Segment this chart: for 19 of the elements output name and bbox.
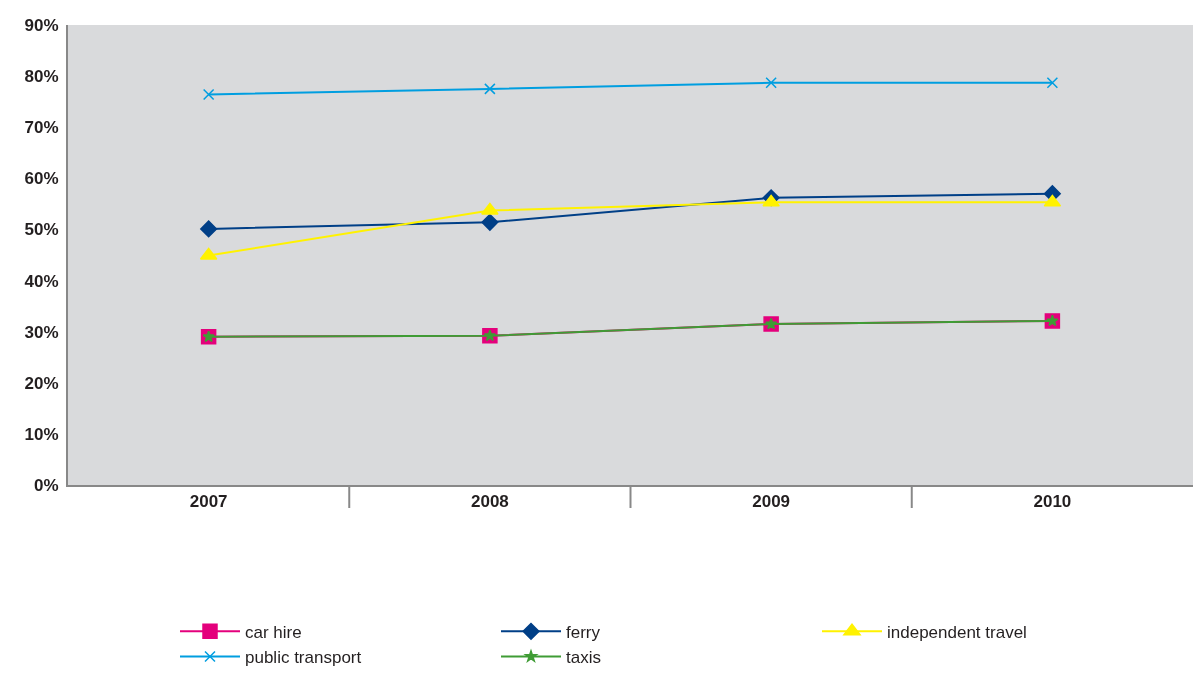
x-tick-label: 2009 — [752, 492, 791, 512]
y-tick-label: 50% — [24, 220, 59, 240]
legend-label: car hire — [245, 622, 302, 642]
y-tick-label: 30% — [24, 322, 59, 342]
x-tick-label: 2008 — [470, 492, 509, 512]
x-tick-label: 2007 — [189, 492, 228, 512]
y-tick-label: 0% — [34, 475, 59, 495]
y-tick-label: 80% — [24, 67, 59, 87]
legend-label: ferry — [566, 622, 601, 642]
y-tick-label: 20% — [24, 373, 59, 393]
y-tick-label: 40% — [24, 271, 59, 291]
x-tick-label: 2010 — [1033, 492, 1072, 512]
legend-label: taxis — [566, 648, 601, 668]
y-tick-label: 70% — [24, 118, 59, 138]
legend-label: public transport — [245, 648, 362, 668]
y-tick-label: 60% — [24, 169, 59, 189]
y-tick-label: 10% — [24, 424, 59, 444]
y-tick-label: 90% — [24, 15, 59, 35]
legend-label: independent travel — [887, 622, 1027, 642]
